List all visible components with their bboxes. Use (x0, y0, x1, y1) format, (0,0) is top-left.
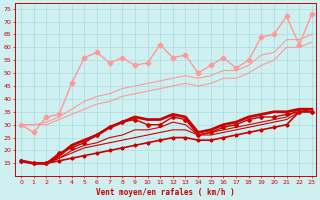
X-axis label: Vent moyen/en rafales ( km/h ): Vent moyen/en rafales ( km/h ) (96, 188, 235, 197)
